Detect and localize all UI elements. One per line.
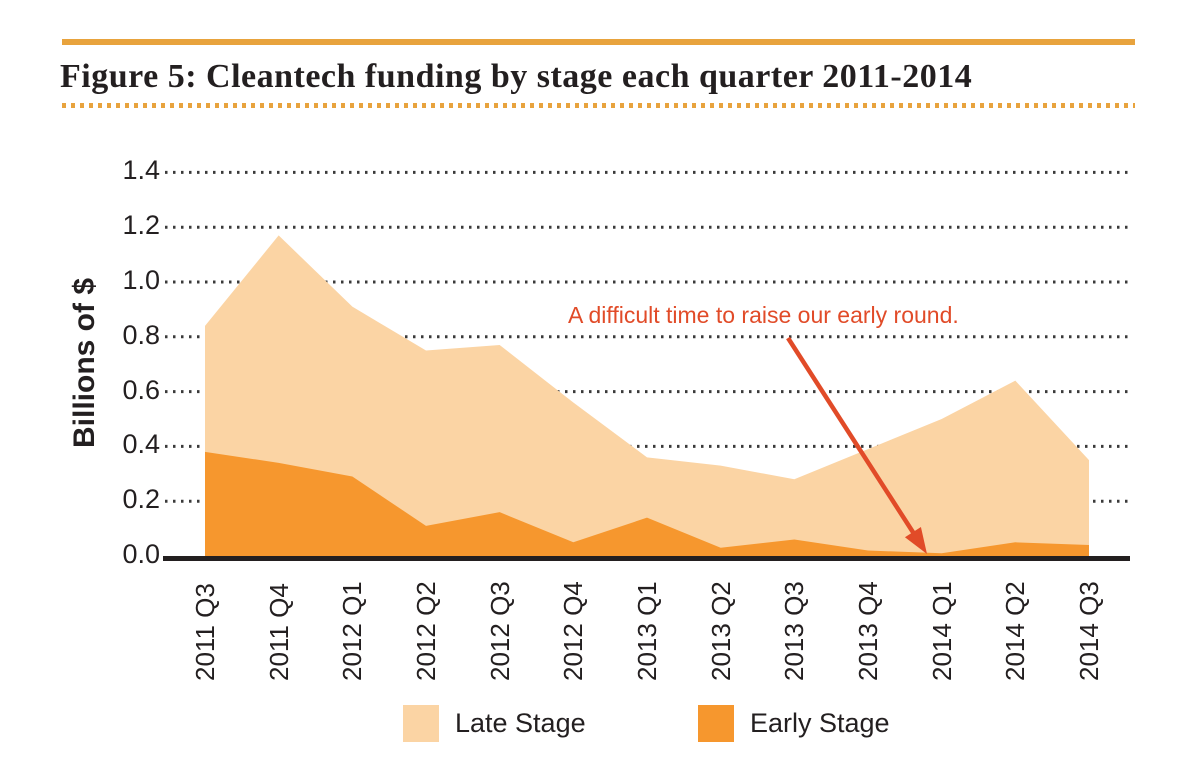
early-stage-area xyxy=(205,451,1089,556)
y-tick-label: 0.2 xyxy=(122,484,160,515)
y-tick-label: 1.2 xyxy=(122,210,160,241)
y-tick-label: 0.4 xyxy=(122,429,160,460)
x-tick-label: 2012 Q1 xyxy=(337,581,368,681)
annotation-arrowhead xyxy=(904,526,927,554)
y-tick-label: 1.4 xyxy=(122,155,160,186)
legend-label: Late Stage xyxy=(455,708,586,738)
x-tick-label: 2012 Q4 xyxy=(558,581,589,681)
legend-label: Early Stage xyxy=(750,708,890,738)
chart-legend: Late Stage Early Stage xyxy=(0,703,1197,748)
x-tick-label: 2014 Q1 xyxy=(926,581,957,681)
y-tick-label: 0.8 xyxy=(122,319,160,350)
page-title: Figure 5: Cleantech funding by stage eac… xyxy=(60,58,973,95)
y-tick-label: 1.0 xyxy=(122,265,160,295)
annotation-text: A difficult time to raise our early roun… xyxy=(568,302,959,328)
x-tick-label: 2014 Q2 xyxy=(1000,581,1031,681)
late-stage-swatch xyxy=(403,705,439,742)
early-stage-swatch xyxy=(698,705,734,742)
annotation-arrow xyxy=(786,336,917,537)
x-tick-label: 2012 Q3 xyxy=(484,581,515,681)
x-tick-label: 2011 Q4 xyxy=(263,583,294,681)
x-tick-label: 2013 Q1 xyxy=(632,581,662,681)
x-tick-label: 2013 Q4 xyxy=(853,581,883,681)
x-tick-label: 2011 Q3 xyxy=(190,583,220,681)
header-rule xyxy=(62,39,1135,45)
x-tick-label: 2014 Q3 xyxy=(1074,581,1104,681)
header-dotted-rule xyxy=(62,103,1135,108)
x-tick-label: 2012 Q2 xyxy=(411,581,441,681)
y-tick-label: 0.6 xyxy=(122,374,160,405)
y-tick-label: 0.0 xyxy=(122,539,160,569)
x-tick-label: 2013 Q3 xyxy=(779,581,810,681)
x-tick-label: 2013 Q2 xyxy=(705,581,736,681)
late-stage-area xyxy=(205,235,1089,557)
